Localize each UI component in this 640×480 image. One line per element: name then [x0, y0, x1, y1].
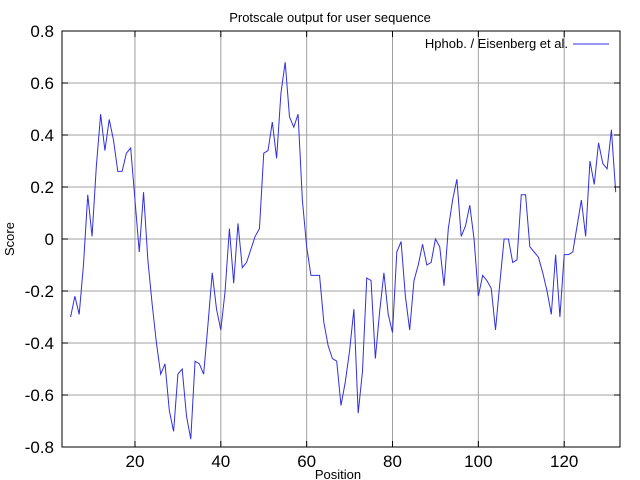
x-tick-label: 60 [297, 452, 316, 471]
y-tick-label: -0.8 [25, 438, 54, 457]
y-tick-label: -0.4 [25, 334, 54, 353]
grid [62, 31, 620, 447]
y-axis-label: Score [2, 222, 17, 256]
chart-title: Protscale output for user sequence [229, 10, 431, 25]
x-tick-label: 100 [464, 452, 492, 471]
series-layer [70, 62, 617, 440]
y-tick-label: 0.6 [30, 74, 54, 93]
y-tick-label: 0.4 [30, 126, 54, 145]
legend: Hphob. / Eisenberg et al. [425, 36, 609, 51]
x-tick-label: 40 [211, 452, 230, 471]
x-axis-ticks: 20 40 60 80 100 120 [126, 31, 578, 471]
x-tick-label: 120 [550, 452, 578, 471]
y-tick-label: 0 [45, 230, 54, 249]
y-axis-ticks: 0.8 0.6 0.4 0.2 0 -0.2 -0.4 -0.6 -0.8 [25, 22, 620, 457]
x-tick-label: 20 [126, 452, 145, 471]
x-tick-label: 80 [383, 452, 402, 471]
y-tick-label: 0.2 [30, 178, 54, 197]
y-tick-label: -0.2 [25, 282, 54, 301]
legend-label: Hphob. / Eisenberg et al. [425, 36, 568, 51]
x-axis-label: Position [315, 467, 361, 480]
y-tick-label: -0.6 [25, 386, 54, 405]
series-line [70, 62, 617, 440]
y-tick-label: 0.8 [30, 22, 54, 41]
